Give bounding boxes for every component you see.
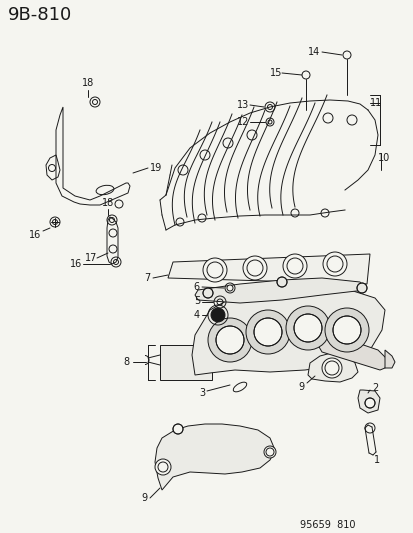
Text: 5: 5	[193, 296, 199, 306]
Text: 4: 4	[193, 310, 199, 320]
Text: 9B-810: 9B-810	[8, 6, 72, 24]
Circle shape	[321, 358, 341, 378]
Text: 16: 16	[70, 259, 82, 269]
Circle shape	[173, 424, 183, 434]
Text: 9: 9	[298, 382, 304, 392]
Circle shape	[364, 398, 374, 408]
Circle shape	[263, 446, 275, 458]
Circle shape	[211, 308, 224, 322]
Text: 9: 9	[142, 493, 147, 503]
Text: 18: 18	[82, 78, 94, 88]
Circle shape	[242, 256, 266, 280]
Text: 12: 12	[236, 117, 249, 127]
Text: 14: 14	[307, 47, 320, 57]
Polygon shape	[357, 390, 379, 413]
Polygon shape	[168, 254, 369, 284]
Text: 6: 6	[193, 282, 199, 292]
Circle shape	[254, 318, 281, 346]
Circle shape	[322, 252, 346, 276]
Circle shape	[216, 326, 243, 354]
Polygon shape	[384, 350, 394, 368]
Polygon shape	[307, 352, 357, 382]
Circle shape	[285, 306, 329, 350]
Text: 11: 11	[369, 98, 381, 108]
Polygon shape	[154, 424, 274, 490]
Circle shape	[207, 318, 252, 362]
Polygon shape	[195, 278, 364, 303]
Circle shape	[202, 258, 226, 282]
Ellipse shape	[185, 440, 206, 456]
Circle shape	[332, 316, 360, 344]
Text: 3: 3	[198, 388, 204, 398]
Text: 1: 1	[373, 455, 379, 465]
Circle shape	[324, 308, 368, 352]
Bar	[159, 345, 211, 380]
Circle shape	[282, 254, 306, 278]
Circle shape	[245, 310, 289, 354]
Text: 2: 2	[371, 383, 377, 393]
Text: 15: 15	[269, 68, 282, 78]
Text: 95659  810: 95659 810	[299, 520, 355, 530]
Text: 7: 7	[143, 273, 150, 283]
Text: 19: 19	[150, 163, 162, 173]
Text: 13: 13	[236, 100, 249, 110]
Ellipse shape	[237, 438, 257, 453]
Circle shape	[293, 314, 321, 342]
Circle shape	[202, 288, 212, 298]
Polygon shape	[192, 287, 384, 375]
Text: 10: 10	[377, 153, 389, 163]
Text: 8: 8	[123, 357, 130, 367]
Polygon shape	[314, 330, 387, 370]
Circle shape	[226, 285, 233, 291]
Ellipse shape	[211, 437, 231, 451]
Text: 18: 18	[102, 198, 114, 208]
Text: 16: 16	[29, 230, 41, 240]
Text: 17: 17	[85, 253, 97, 263]
Circle shape	[356, 283, 366, 293]
Circle shape	[276, 277, 286, 287]
Circle shape	[154, 459, 171, 475]
